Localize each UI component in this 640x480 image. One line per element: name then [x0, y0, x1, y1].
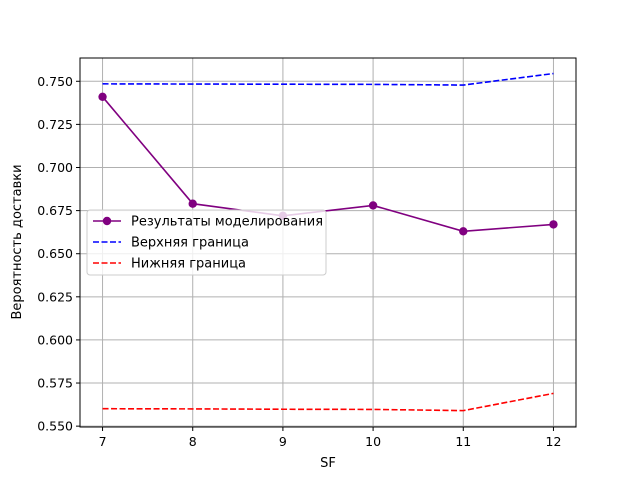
x-axis-ticks: 7 8 9 10 11 12	[99, 427, 562, 449]
series-line-3	[102, 392, 554, 412]
plot-frame	[79, 57, 577, 428]
y-tick-label: 0.725	[37, 117, 73, 132]
x-tick-label: 9	[279, 434, 287, 449]
x-tick-label: 8	[189, 434, 197, 449]
x-tick-label: 10	[365, 434, 381, 449]
x-tick-label: 12	[546, 434, 562, 449]
data-point	[188, 199, 197, 208]
y-axis-label: Вероятность доставки	[10, 164, 25, 319]
y-tick-label: 0.650	[37, 246, 73, 261]
legend-label: Верхняя граница	[131, 236, 249, 251]
legend-box	[86, 209, 327, 276]
data-point	[98, 92, 107, 101]
series-line-1	[101, 96, 554, 233]
y-tick-label: 0.675	[37, 203, 73, 218]
legend-label: Результаты моделирования	[131, 215, 323, 230]
x-tick-label: 7	[99, 434, 107, 449]
legend-marker	[102, 216, 112, 226]
y-tick-label: 0.750	[37, 74, 73, 89]
y-tick-label: 0.700	[37, 160, 73, 175]
y-tick-label: 0.600	[37, 332, 73, 347]
y-tick-label: 0.575	[37, 376, 73, 391]
data-point	[549, 220, 558, 229]
x-tick-label: 11	[455, 434, 471, 449]
y-tick-label: 0.625	[37, 289, 73, 304]
y-axis-ticks: 0.550 0.575 0.600 0.625 0.650 0.675 0.700 0.725…	[37, 74, 80, 434]
legend: Результаты моделирования Верхняя граница Н…	[86, 209, 327, 276]
series-line-2	[102, 72, 554, 86]
x-axis-label: SF	[320, 456, 336, 471]
legend-label: Нижняя граница	[131, 257, 246, 272]
data-point	[368, 201, 378, 210]
grid-lines	[80, 58, 576, 427]
y-tick-label: 0.550	[37, 419, 73, 434]
data-point	[459, 227, 468, 236]
